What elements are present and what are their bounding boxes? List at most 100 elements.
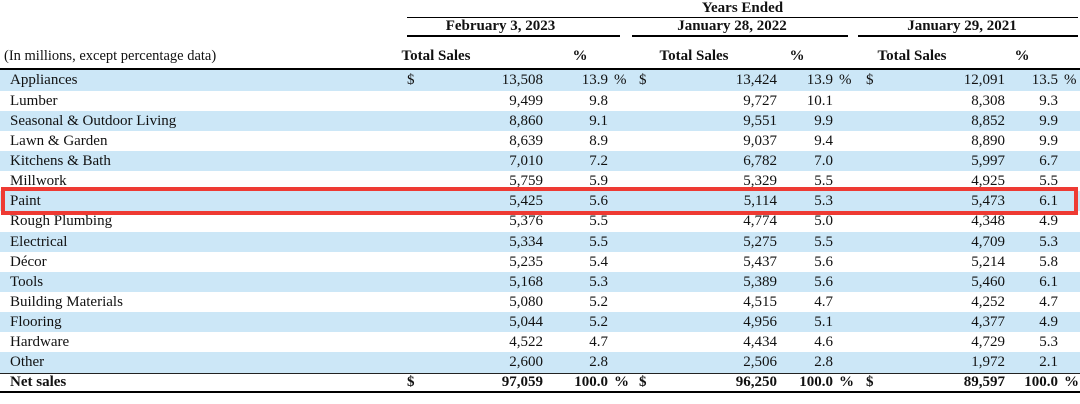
pct-value-2023: 5.6 [545, 192, 630, 210]
pct-value-2021: 100.0% [1007, 373, 1080, 391]
table-row: Décor 5,235 5.4 5,437 5.6 5,214 5.8 [0, 252, 1080, 272]
pct-value-2023: 13.9% [545, 71, 630, 89]
pct-value-2022: 9.9 [779, 112, 855, 130]
sales-value-2023: 5,334 [428, 233, 545, 251]
pct-value-2022: 5.5 [779, 172, 855, 190]
pct-value-2021: 13.5% [1007, 71, 1080, 89]
pct-value-2022: 5.6 [779, 253, 855, 271]
table-row: Building Materials 5,080 5.2 4,515 4.7 4… [0, 292, 1080, 312]
sales-value-2022: 6,782 [662, 152, 779, 170]
dollar-sign: $ [398, 373, 428, 391]
pct-value-2023: 9.8 [545, 92, 630, 110]
sales-value-2022: 4,434 [662, 333, 779, 351]
table-row: Lumber 9,499 9.8 9,727 10.1 8,308 9.3 [0, 91, 1080, 111]
pct-value-2023: 9.1 [545, 112, 630, 130]
total-sales-header-2023: Total Sales [401, 48, 470, 65]
pct-value-2022: 5.0 [779, 212, 855, 230]
percent-sign: % [835, 71, 855, 89]
table-row: Seasonal & Outdoor Living 8,860 9.1 9,55… [0, 111, 1080, 131]
sales-value-2022: 4,956 [662, 313, 779, 331]
sales-value-2023: 13,508 [428, 71, 545, 89]
column-group-date-2021: January 29, 2021 [858, 19, 1078, 37]
pct-value-2021: 2.1 [1007, 353, 1080, 371]
pct-value-2023: 5.5 [545, 233, 630, 251]
sales-value-2021: 1,972 [890, 353, 1007, 371]
pct-value-2022: 4.7 [779, 293, 855, 311]
dollar-sign: $ [630, 71, 662, 89]
pct-value-2023: 2.8 [545, 353, 630, 371]
pct-value-2023: 5.2 [545, 293, 630, 311]
table-row: Other 2,600 2.8 2,506 2.8 1,972 2.1 [0, 352, 1080, 372]
sales-value-2022: 4,515 [662, 293, 779, 311]
sales-value-2021: 12,091 [890, 71, 1007, 89]
pct-value-2022: 2.8 [779, 353, 855, 371]
sales-value-2023: 7,010 [428, 152, 545, 170]
percent-header-2023: % [573, 48, 588, 65]
sales-value-2023: 5,044 [428, 313, 545, 331]
percent-sign: % [610, 71, 630, 89]
sales-value-2022: 96,250 [662, 373, 779, 391]
sales-value-2021: 5,997 [890, 152, 1007, 170]
sales-value-2022: 9,551 [662, 112, 779, 130]
pct-value-2022: 100.0% [779, 373, 855, 391]
pct-value-2022: 9.4 [779, 132, 855, 150]
pct-value-2021: 4.9 [1007, 212, 1080, 230]
table-row: Tools 5,168 5.3 5,389 5.6 5,460 6.1 [0, 272, 1080, 292]
pct-value-2022: 5.1 [779, 313, 855, 331]
pct-value-2021: 9.9 [1007, 112, 1080, 130]
column-group-date-2022: January 28, 2022 [632, 19, 848, 37]
total-sales-header-2021: Total Sales [877, 48, 946, 65]
table-body: Appliances $ 13,508 13.9% $ 13,424 13.9%… [0, 70, 1080, 392]
sales-value-2023: 4,522 [428, 333, 545, 351]
sales-value-2023: 8,860 [428, 112, 545, 130]
sales-value-2021: 8,308 [890, 92, 1007, 110]
category-label: Other [0, 353, 398, 371]
pct-value-2023: 5.2 [545, 313, 630, 331]
pct-value-2021: 5.3 [1007, 233, 1080, 251]
sales-value-2021: 4,348 [890, 212, 1007, 230]
category-label: Net sales [0, 373, 398, 391]
sales-value-2021: 8,890 [890, 132, 1007, 150]
sales-value-2023: 5,376 [428, 212, 545, 230]
sales-value-2022: 5,437 [662, 253, 779, 271]
dollar-sign: $ [630, 373, 662, 391]
percent-sign: % [1060, 373, 1080, 391]
table-row: Flooring 5,044 5.2 4,956 5.1 4,377 4.9 [0, 312, 1080, 332]
category-label: Paint [0, 192, 398, 210]
sales-by-category-table: Years Ended February 3, 2023 January 28,… [0, 0, 1080, 404]
pct-value-2021: 9.3 [1007, 92, 1080, 110]
sales-value-2021: 5,460 [890, 273, 1007, 291]
sales-value-2022: 13,424 [662, 71, 779, 89]
table-row-highlighted: Paint 5,425 5.6 5,114 5.3 5,473 6.1 [0, 191, 1080, 211]
category-label: Appliances [0, 71, 398, 89]
sales-value-2021: 89,597 [890, 373, 1007, 391]
category-label: Hardware [0, 333, 398, 351]
category-label: Seasonal & Outdoor Living [0, 112, 398, 130]
sales-value-2022: 5,329 [662, 172, 779, 190]
dollar-sign: $ [398, 71, 428, 89]
sales-value-2022: 5,114 [662, 192, 779, 210]
category-label: Flooring [0, 313, 398, 331]
sales-value-2023: 5,235 [428, 253, 545, 271]
pct-value-2022: 5.3 [779, 192, 855, 210]
table-row: Millwork 5,759 5.9 5,329 5.5 4,925 5.5 [0, 171, 1080, 191]
table-row: Electrical 5,334 5.5 5,275 5.5 4,709 5.3 [0, 232, 1080, 252]
sales-value-2021: 4,252 [890, 293, 1007, 311]
years-ended-header: Years Ended [407, 0, 1078, 18]
table-row: Appliances $ 13,508 13.9% $ 13,424 13.9%… [0, 70, 1080, 90]
sales-value-2022: 5,275 [662, 233, 779, 251]
total-sales-header-2022: Total Sales [659, 48, 728, 65]
category-label: Tools [0, 273, 398, 291]
sales-value-2023: 2,600 [428, 353, 545, 371]
table-row: Rough Plumbing 5,376 5.5 4,774 5.0 4,348… [0, 211, 1080, 231]
pct-value-2021: 5.8 [1007, 253, 1080, 271]
pct-value-2021: 9.9 [1007, 132, 1080, 150]
sales-value-2022: 5,389 [662, 273, 779, 291]
pct-value-2021: 6.7 [1007, 152, 1080, 170]
sales-value-2023: 5,425 [428, 192, 545, 210]
category-label: Building Materials [0, 293, 398, 311]
pct-value-2022: 5.6 [779, 273, 855, 291]
column-group-date-2023: February 3, 2023 [407, 19, 620, 37]
sales-value-2023: 5,080 [428, 293, 545, 311]
category-label: Electrical [0, 233, 398, 251]
